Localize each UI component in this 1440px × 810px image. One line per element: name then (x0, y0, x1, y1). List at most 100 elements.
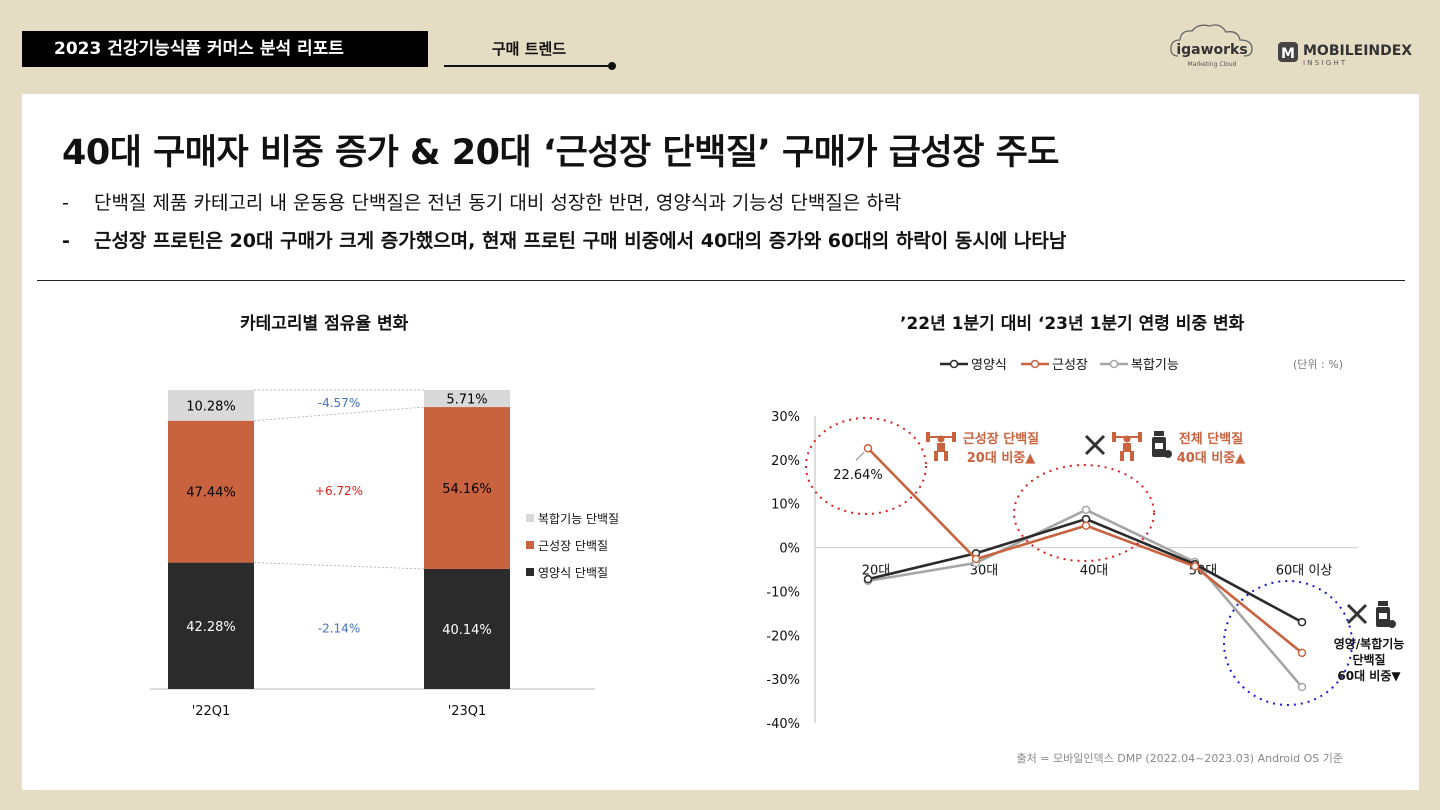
series-point (1297, 682, 1307, 692)
icon-part (952, 432, 956, 442)
icon-part (1084, 434, 1106, 456)
unit-note: (단위 : %) (1293, 358, 1343, 371)
y-tick-label: 30% (771, 410, 800, 425)
bullet-marker: - (62, 230, 70, 252)
legend-marker (1030, 359, 1040, 369)
change-label: -2.14% (318, 621, 360, 635)
series-point (863, 574, 873, 584)
bullet-2: - 근성장 프로틴은 20대 구매가 크게 증가했으며, 현재 프로틴 구매 비중… (62, 226, 1066, 253)
mobileindex-logo-text: MOBILEINDEX (1303, 43, 1412, 59)
svg-text:M: M (1281, 46, 1295, 62)
bar-segment (168, 390, 254, 421)
icon-part (926, 432, 930, 442)
legend-label: 근성장 단백질 (538, 539, 608, 553)
igaworks-logo-text: igaworks (1176, 42, 1247, 58)
annotation-60s-line3: 60대 비중▼ (1337, 668, 1401, 683)
highlight-circle-40s (1013, 464, 1155, 562)
utensils-icon (1084, 434, 1106, 456)
mobileindex-logo: M MOBILEINDEX I N S I G H T (1278, 42, 1412, 67)
section-divider (37, 280, 1405, 281)
bullet-marker: - (62, 192, 69, 214)
line-chart: 30%20%10%0%-10%-20%-30%-40%20대 30대 40대 50대 6… (766, 358, 1404, 765)
line-chart-title: ’22년 1분기 대비 ‘23년 1분기 연령 비중 변화 (900, 314, 1245, 334)
x-tick-label: 30대 (970, 564, 999, 579)
icon-part (1155, 443, 1163, 449)
y-tick-label: -40% (766, 717, 800, 732)
icon-part (934, 451, 938, 461)
legend-swatch (526, 514, 534, 522)
icon-part (1388, 620, 1396, 628)
legend-marker (949, 359, 959, 369)
y-tick-label: 0% (779, 542, 800, 557)
series-line (867, 508, 1303, 688)
annotation-20s-line2: 20대 비중▲ (967, 451, 1036, 466)
bar-value-label: 42.28% (186, 620, 236, 635)
icon-part (1123, 443, 1131, 452)
icon-part (1112, 432, 1116, 442)
source-note: 출처 = 모바일인덱스 DMP (2022.04~2023.03) Androi… (1017, 751, 1343, 765)
annotation-40s-line2: 40대 비중▲ (1177, 451, 1246, 466)
x-tick-label: '22Q1 (192, 704, 231, 719)
igaworks-logo-subtext: Marketing Cloud (1188, 61, 1237, 68)
icon-part (1378, 601, 1388, 606)
y-tick-label: -10% (766, 585, 800, 600)
legend-label: 근성장 (1052, 358, 1088, 373)
point-value-label: 22.64% (833, 468, 883, 483)
icon-part (937, 435, 945, 443)
content-card (22, 94, 1419, 790)
icon-part (1130, 451, 1134, 461)
weightlifter-icon (1112, 432, 1142, 461)
page-headline: 40대 구매자 비중 증가 & 20대 ‘근성장 단백질’ 구매가 급성장 주도 (62, 133, 1059, 173)
y-tick-label: 20% (771, 454, 800, 469)
section-tab-underline (444, 65, 612, 67)
bar-value-label: 10.28% (186, 399, 236, 414)
icon-part (1123, 435, 1131, 443)
series-point (863, 444, 873, 453)
bar-value-label: 5.71% (446, 393, 487, 408)
series-point (1297, 648, 1307, 658)
legend-swatch (526, 568, 534, 576)
bar-value-label: 54.16% (442, 482, 492, 497)
bar-segment (424, 407, 510, 569)
section-tab[interactable]: 구매 트렌드 (491, 40, 567, 58)
x-tick-label: 60대 이상 (1276, 564, 1333, 579)
annotation-40s-line1: 전체 단백질 (1179, 431, 1243, 447)
change-label: -4.57% (318, 396, 360, 410)
y-tick-label: 10% (771, 498, 800, 513)
supplement-bottle-icon (1152, 431, 1172, 458)
bar-segment (424, 389, 510, 408)
legend-label: 영양식 (971, 358, 1007, 373)
series-point (1081, 521, 1091, 530)
utensils-icon (1346, 603, 1368, 625)
supplement-bottle-icon (1376, 601, 1396, 628)
mobileindex-logo-subtext: I N S I G H T (1303, 59, 1346, 67)
icon-part (1379, 613, 1387, 619)
series-point (1190, 562, 1200, 571)
bar-chart-title: 카테고리별 점유율 변화 (240, 314, 409, 334)
igaworks-logo: igaworks Marketing Cloud (1170, 24, 1253, 68)
icon-part (1164, 450, 1172, 458)
section-tab-dot (608, 62, 616, 70)
icon-part (944, 451, 948, 461)
icon-part (1346, 603, 1368, 625)
icon-part (1154, 431, 1164, 436)
icon-part (937, 443, 945, 452)
stacked-bar-chart: 42.28% 47.44% 10.28% '22Q1 40.14% 54.16% 5.71%… (150, 389, 619, 719)
highlight-circle-20s (805, 417, 927, 515)
bar-segment (424, 568, 510, 689)
weightlifter-icon (926, 432, 956, 461)
icon-part (1120, 451, 1124, 461)
annotation-20s-line1: 근성장 단백질 (963, 431, 1039, 447)
annotation-60s-line2: 단백질 (1352, 652, 1385, 667)
series-line (867, 447, 1303, 654)
bar-segment (168, 562, 254, 689)
highlight-circle-60s (1223, 580, 1353, 706)
x-tick-label: '23Q1 (448, 704, 487, 719)
bar-value-label: 40.14% (442, 623, 492, 638)
legend-label: 복합기능 단백질 (538, 512, 619, 526)
x-tick-label: 40대 (1080, 564, 1109, 579)
legend-marker (1109, 359, 1119, 369)
legend-label: 영양식 단백질 (538, 566, 608, 580)
bullet-1-text: 단백질 제품 카테고리 내 운동용 단백질은 전년 동기 대비 성장한 반면, … (94, 192, 902, 214)
bullet-1: - 단백질 제품 카테고리 내 운동용 단백질은 전년 동기 대비 성장한 반면,… (62, 188, 901, 215)
